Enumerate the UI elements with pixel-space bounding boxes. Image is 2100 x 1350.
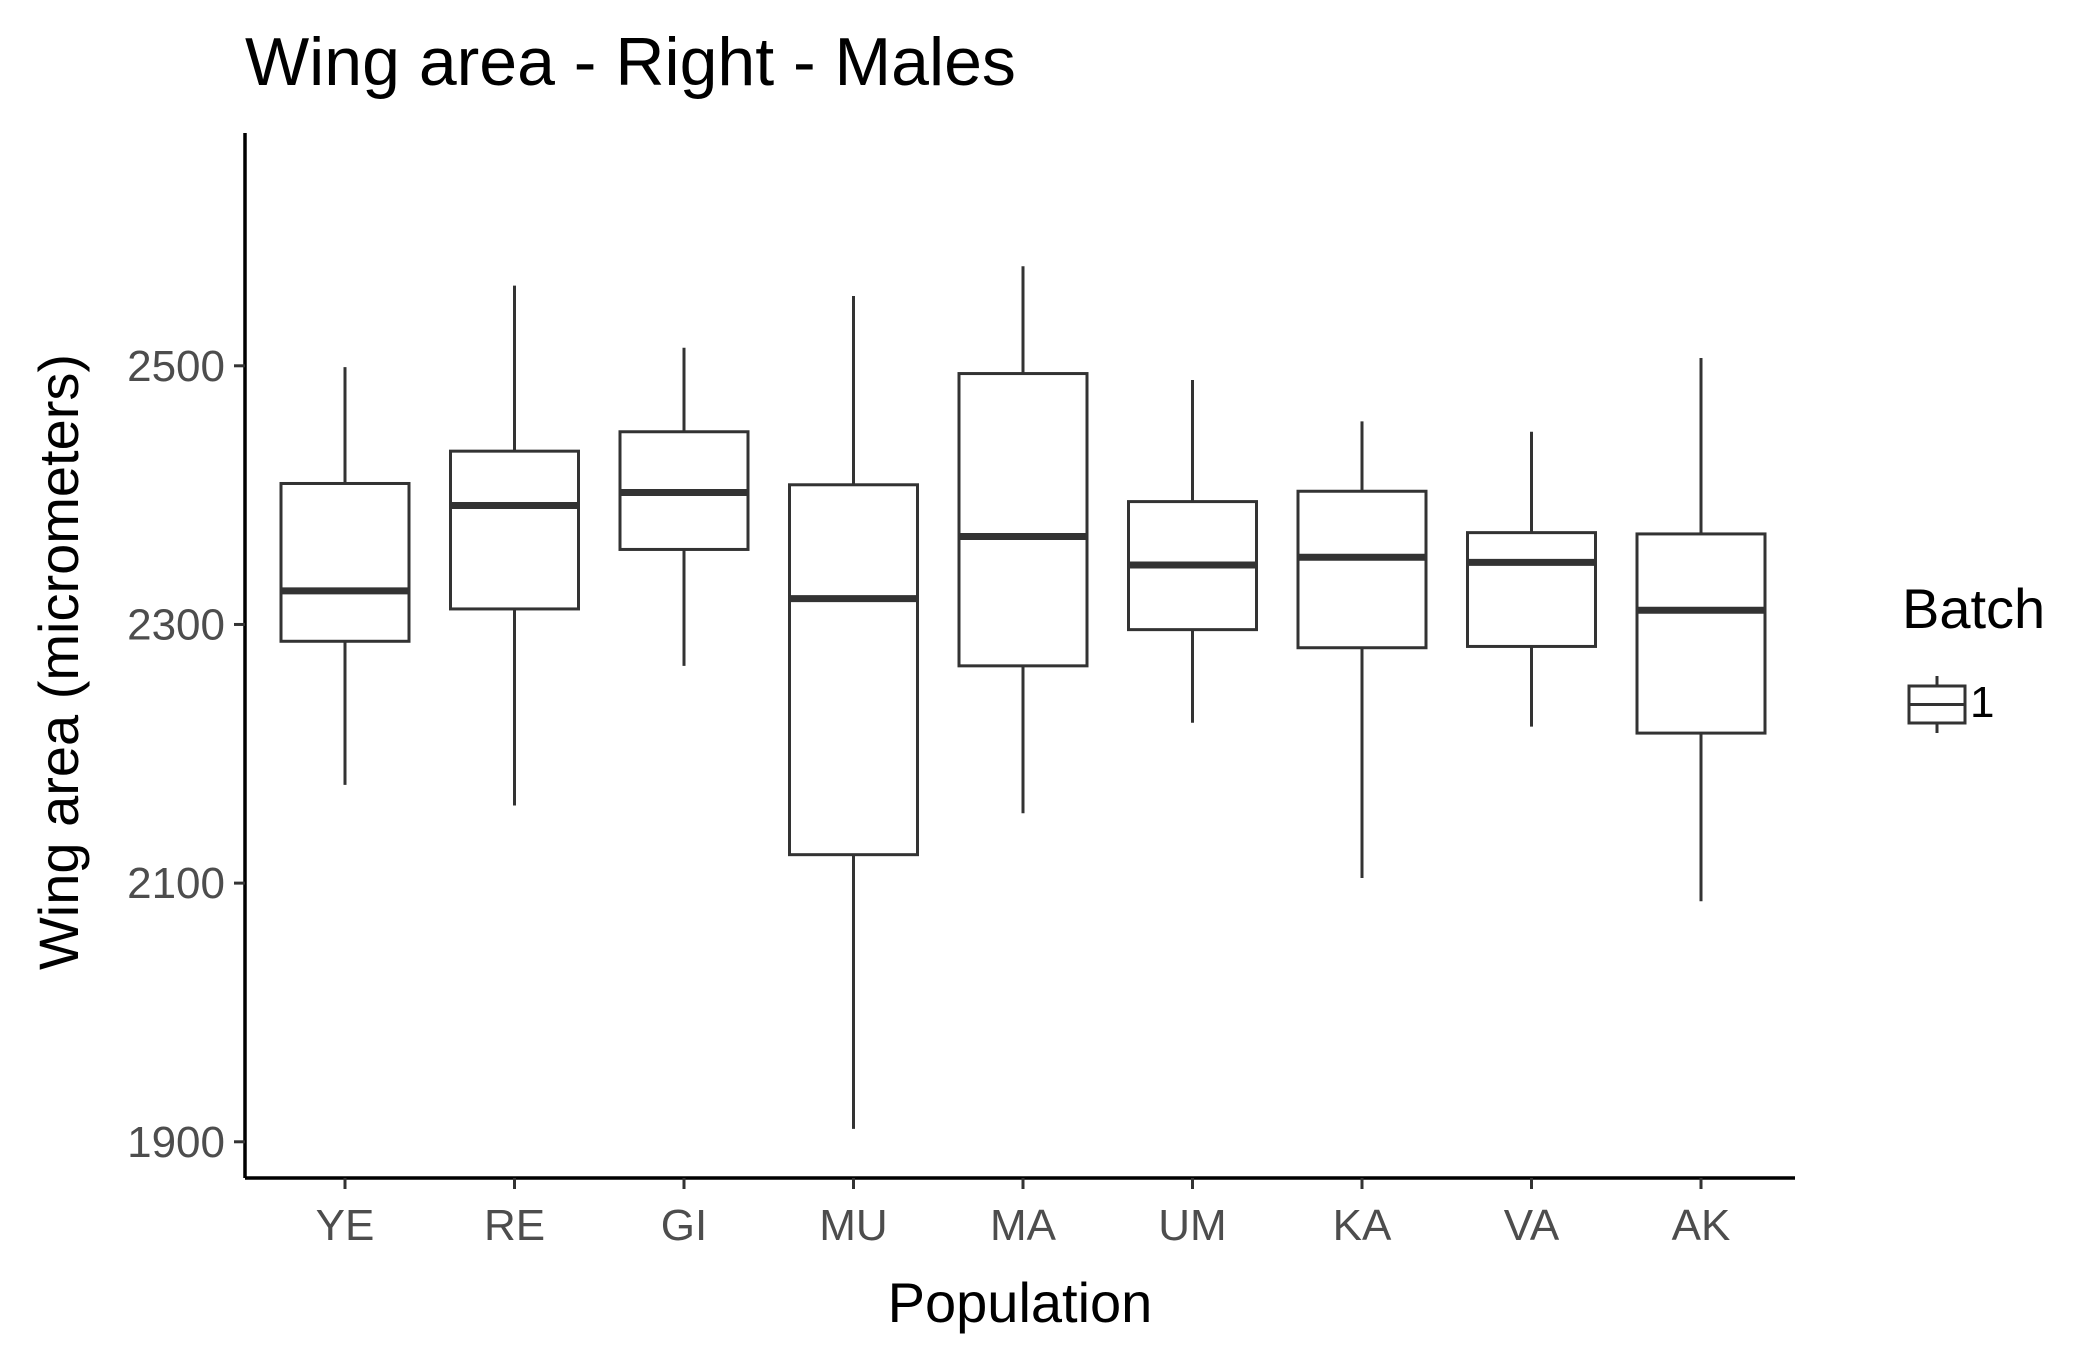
y-tick-label: 2100 (127, 859, 225, 908)
box-va (1466, 431, 1597, 727)
box-um (1127, 380, 1258, 723)
legend-title: Batch (1902, 577, 2045, 640)
x-tick-label: VA (1504, 1201, 1560, 1250)
legend-key-box-icon (1907, 676, 1967, 733)
box-iqr (788, 483, 919, 857)
x-tick-label: MA (990, 1201, 1057, 1250)
legend-entry-label: 1 (1970, 678, 1994, 727)
x-tick-label: MU (819, 1201, 887, 1250)
x-tick-label: KA (1333, 1201, 1392, 1250)
x-tick-label: YE (316, 1201, 375, 1250)
box-gi (618, 347, 750, 666)
box-ye (279, 367, 411, 785)
box-ma (957, 266, 1089, 814)
box-iqr (1296, 489, 1428, 650)
y-tick-label: 2500 (127, 342, 225, 391)
y-tick-label: 2300 (127, 600, 225, 649)
box-iqr (957, 372, 1089, 668)
box-iqr (279, 481, 411, 643)
box-ak (1635, 358, 1767, 902)
box-iqr (1466, 531, 1597, 648)
x-tick-label: AK (1672, 1201, 1731, 1250)
box-iqr (449, 449, 580, 611)
box-ka (1296, 421, 1428, 878)
x-tick-label: UM (1158, 1201, 1226, 1250)
box-re (449, 285, 580, 806)
x-axis-title: Population (888, 1271, 1153, 1334)
y-axis-title: Wing area (micrometers) (27, 354, 90, 970)
legend: Batch 1 (1902, 577, 2045, 733)
box-mu (788, 295, 919, 1129)
plot-area: 1900 2100 2300 2500 YE RE GI MU MA UM KA VA AK (127, 133, 1795, 1250)
box-iqr (1635, 532, 1767, 735)
x-tick-label: GI (661, 1201, 707, 1250)
chart-title: Wing area - Right - Males (245, 24, 1016, 100)
y-tick-label: 1900 (127, 1118, 225, 1167)
x-tick-label: RE (484, 1201, 545, 1250)
